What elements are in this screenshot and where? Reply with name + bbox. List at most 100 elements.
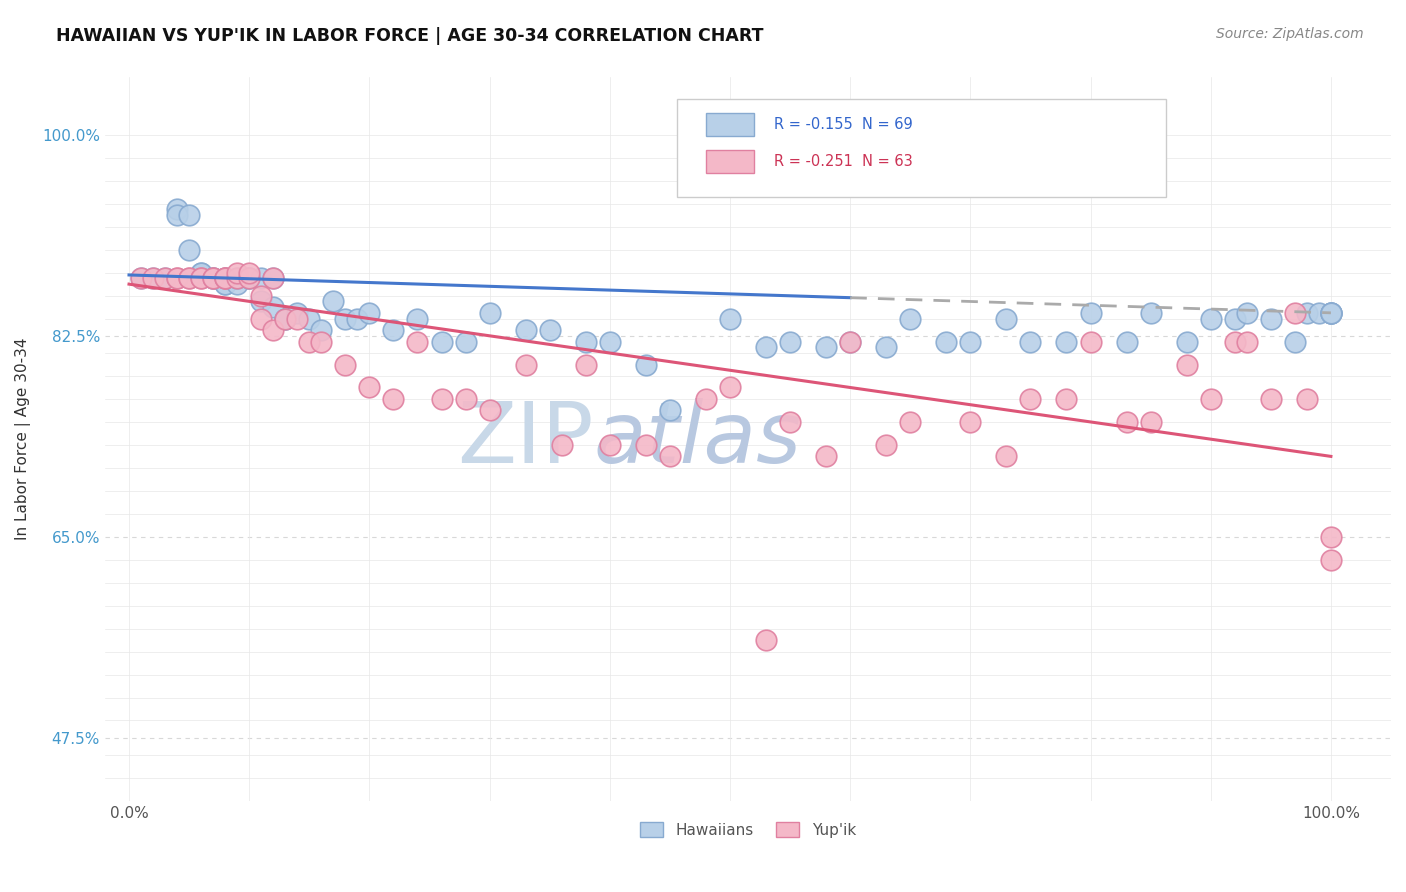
Text: R = -0.155  N = 69: R = -0.155 N = 69 [773, 117, 912, 132]
Point [190, 271, 212, 285]
Point [250, 271, 273, 285]
Point [214, 271, 236, 285]
Legend: Hawaiians, Yup'ik: Hawaiians, Yup'ik [634, 815, 862, 844]
Point [382, 392, 405, 406]
Point [298, 334, 321, 349]
Point [250, 294, 273, 309]
Point [153, 271, 176, 285]
Point [718, 380, 741, 394]
Point [478, 403, 501, 417]
FancyBboxPatch shape [678, 99, 1166, 197]
Point [346, 311, 368, 326]
Point [298, 311, 321, 326]
Point [262, 323, 284, 337]
Bar [706, 113, 755, 136]
Point [226, 277, 249, 292]
Point [959, 334, 981, 349]
Point [430, 334, 453, 349]
Point [575, 334, 598, 349]
Point [1139, 306, 1161, 320]
Point [177, 208, 200, 222]
Point [262, 271, 284, 285]
Point [406, 311, 429, 326]
Point [454, 334, 477, 349]
Point [1139, 415, 1161, 429]
Text: atlas: atlas [593, 398, 801, 481]
Point [815, 450, 838, 464]
Point [1260, 311, 1282, 326]
Point [190, 271, 212, 285]
Point [1080, 334, 1102, 349]
Point [359, 380, 381, 394]
Point [202, 271, 225, 285]
Point [177, 243, 200, 257]
Point [718, 311, 741, 326]
Point [935, 334, 957, 349]
Point [142, 271, 165, 285]
Point [166, 271, 188, 285]
Point [1199, 311, 1222, 326]
Point [177, 271, 200, 285]
Point [382, 323, 405, 337]
Point [166, 202, 188, 217]
Point [1175, 358, 1198, 372]
Point [238, 266, 260, 280]
Point [262, 271, 284, 285]
Text: ZIP: ZIP [457, 398, 593, 481]
Point [1320, 530, 1343, 544]
Point [166, 208, 188, 222]
Point [550, 438, 572, 452]
Point [898, 311, 921, 326]
Point [238, 271, 260, 285]
Point [214, 277, 236, 292]
Point [190, 266, 212, 280]
Point [406, 334, 429, 349]
Point [538, 323, 561, 337]
Point [311, 334, 333, 349]
Point [875, 438, 897, 452]
Point [515, 358, 537, 372]
Point [1320, 553, 1343, 567]
Point [335, 358, 357, 372]
Point [322, 294, 344, 309]
Point [430, 392, 453, 406]
Point [1308, 306, 1330, 320]
Text: Source: ZipAtlas.com: Source: ZipAtlas.com [1216, 27, 1364, 41]
Point [839, 334, 862, 349]
Point [779, 415, 801, 429]
Point [129, 271, 152, 285]
Point [995, 450, 1018, 464]
Point [226, 266, 249, 280]
Point [285, 306, 308, 320]
Text: R = -0.251  N = 63: R = -0.251 N = 63 [773, 154, 912, 169]
Point [1295, 306, 1317, 320]
Point [190, 266, 212, 280]
Point [1115, 334, 1137, 349]
Point [875, 340, 897, 354]
Point [1320, 306, 1343, 320]
Point [359, 306, 381, 320]
Point [1295, 392, 1317, 406]
Y-axis label: In Labor Force | Age 30-34: In Labor Force | Age 30-34 [15, 338, 31, 541]
Point [335, 311, 357, 326]
Text: HAWAIIAN VS YUP'IK IN LABOR FORCE | AGE 30-34 CORRELATION CHART: HAWAIIAN VS YUP'IK IN LABOR FORCE | AGE … [56, 27, 763, 45]
Point [274, 311, 297, 326]
Point [285, 311, 308, 326]
Point [1320, 306, 1343, 320]
Point [226, 271, 249, 285]
Point [1175, 334, 1198, 349]
Point [959, 415, 981, 429]
Bar [706, 150, 755, 173]
Point [250, 311, 273, 326]
Point [129, 271, 152, 285]
Point [995, 311, 1018, 326]
Point [1080, 306, 1102, 320]
Point [1223, 334, 1246, 349]
Point [214, 271, 236, 285]
Point [658, 450, 681, 464]
Point [1199, 392, 1222, 406]
Point [274, 311, 297, 326]
Point [779, 334, 801, 349]
Point [311, 323, 333, 337]
Point [214, 277, 236, 292]
